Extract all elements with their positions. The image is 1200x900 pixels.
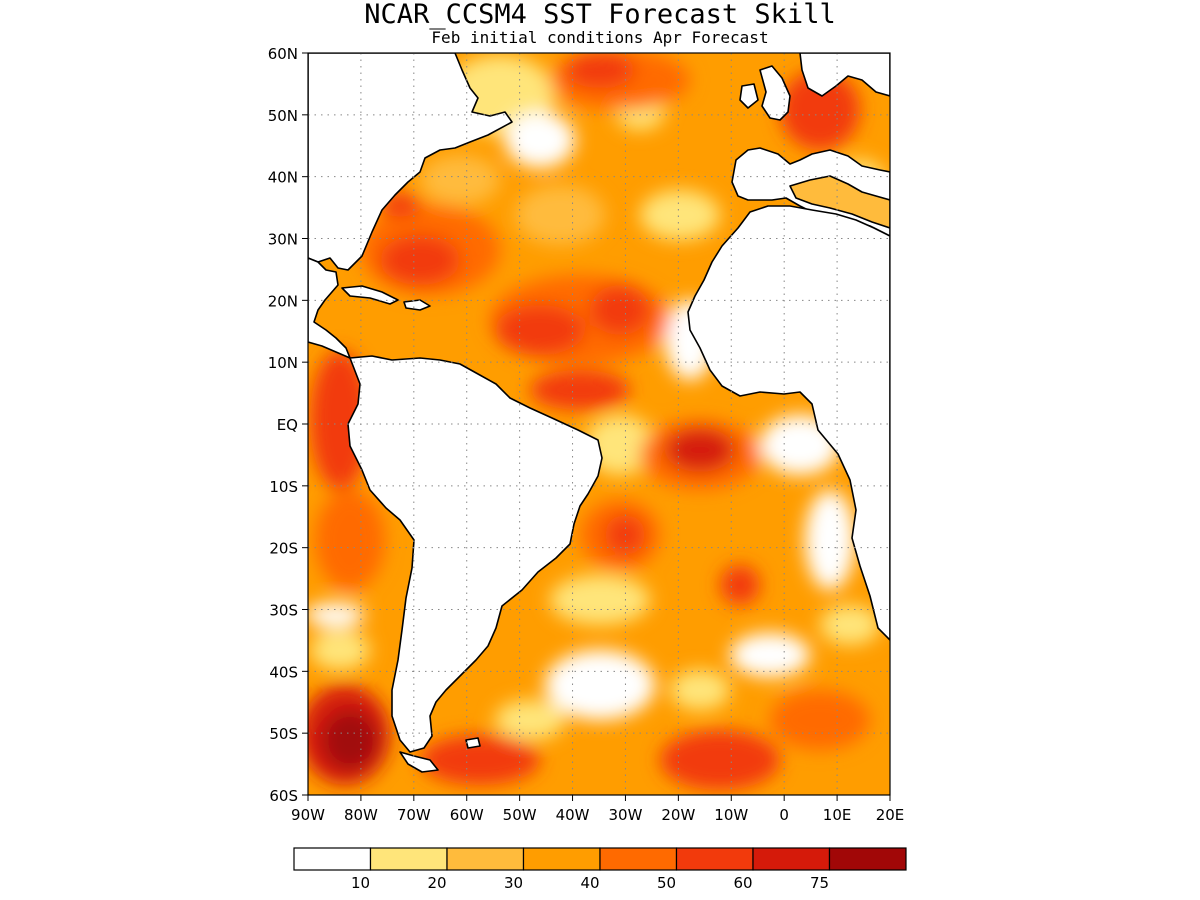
longitude-tick-label: 0 (779, 806, 789, 824)
latitude-tick-label: 30N (268, 231, 298, 249)
chart-subtitle: Feb initial conditions Apr Forecast (431, 28, 769, 47)
longitude-tick-label: 50W (503, 806, 537, 824)
skill-region (720, 565, 760, 605)
mediterranean-sea (789, 175, 890, 229)
latitude-tick-label: 20S (269, 540, 298, 558)
latitude-tick-label: 50N (268, 107, 298, 125)
colorbar-label: 60 (733, 874, 752, 892)
longitude-tick-label: 60W (450, 806, 484, 824)
colorbar-swatch (752, 847, 831, 871)
falkland-islands (465, 737, 481, 749)
south-america-landmass (347, 355, 603, 753)
latitude-tick-labels: 60N 50N 40N 30N 20N 10N EQ 10S 20S 30S 40S 50S 60S (268, 45, 308, 805)
skill-region (770, 690, 870, 750)
longitude-tick-label: 20W (661, 806, 695, 824)
skill-region (310, 630, 370, 670)
chart-title: NCAR_CCSM4 SST Forecast Skill (364, 0, 836, 30)
scandinavia-landmass (799, 53, 890, 97)
colorbar-swatch (675, 847, 754, 871)
colorbar-label: 20 (427, 874, 446, 892)
skill-region (530, 370, 630, 410)
latitude-tick-label: 30S (269, 602, 298, 620)
colorbar-swatch (522, 847, 601, 871)
ireland (739, 83, 759, 109)
colorbar-label: 30 (504, 874, 523, 892)
africa-landmass (687, 205, 890, 641)
colorbar-label: 40 (580, 874, 599, 892)
colorbar-swatch (446, 847, 525, 871)
british-isles (759, 65, 791, 121)
colorbar: 10 20 30 40 50 60 75 (293, 847, 907, 892)
latitude-tick-label: 10N (268, 354, 298, 372)
latitude-tick-label: 10S (269, 478, 298, 496)
longitude-tick-label: 70W (397, 806, 431, 824)
longitude-tick-label: 10W (714, 806, 748, 824)
longitude-tick-labels: 90W 80W 70W 60W 50W 40W 30W 20W 10W 0 10E 20E (291, 795, 904, 824)
skill-region (660, 730, 780, 790)
longitude-tick-label: 10E (823, 806, 852, 824)
skill-region (308, 603, 365, 627)
latitude-tick-label: 50S (269, 725, 298, 743)
latitude-tick-label: 60N (268, 45, 298, 63)
skill-region (505, 112, 575, 168)
latitude-tick-label: 40N (268, 169, 298, 187)
skill-region (640, 190, 720, 240)
skill-region (495, 305, 585, 355)
skill-region (590, 285, 650, 335)
longitude-tick-label: 30W (608, 806, 642, 824)
caribbean-island (341, 285, 399, 305)
central-america-landmass (308, 257, 351, 359)
skill-region (495, 700, 565, 740)
skill-region (315, 490, 385, 590)
skill-region (585, 415, 655, 475)
skill-region (805, 490, 855, 590)
colorbar-label: 50 (657, 874, 676, 892)
longitude-tick-label: 40W (556, 806, 590, 824)
latitude-tick-label: 40S (269, 663, 298, 681)
skill-region (820, 605, 880, 645)
skill-region (420, 155, 500, 205)
north-america-landmass (308, 53, 513, 271)
skill-region (420, 735, 540, 785)
skill-region (670, 670, 730, 710)
land-masses (308, 53, 890, 773)
colorbar-swatch (293, 847, 372, 871)
skill-region (550, 575, 650, 625)
longitude-tick-label: 90W (291, 806, 325, 824)
longitude-tick-label: 20E (876, 806, 905, 824)
skill-region (780, 70, 860, 150)
latitude-tick-label: 20N (268, 292, 298, 310)
skill-region (380, 235, 460, 285)
skill-region (730, 633, 810, 677)
latitude-tick-label: EQ (277, 416, 298, 434)
skill-region (565, 53, 635, 88)
skill-region (545, 650, 655, 720)
caribbean-island (403, 299, 431, 311)
skill-region (322, 710, 378, 770)
colorbar-label: 10 (351, 874, 370, 892)
latitude-tick-label: 60S (269, 787, 298, 805)
longitude-tick-label: 80W (344, 806, 378, 824)
skill-region (515, 185, 605, 245)
colorbar-label: 75 (810, 874, 829, 892)
colorbar-swatch (828, 847, 907, 871)
skill-region (665, 428, 735, 472)
colorbar-swatch (369, 847, 448, 871)
map-gridlines (308, 53, 890, 795)
colorbar-swatch (599, 847, 678, 871)
